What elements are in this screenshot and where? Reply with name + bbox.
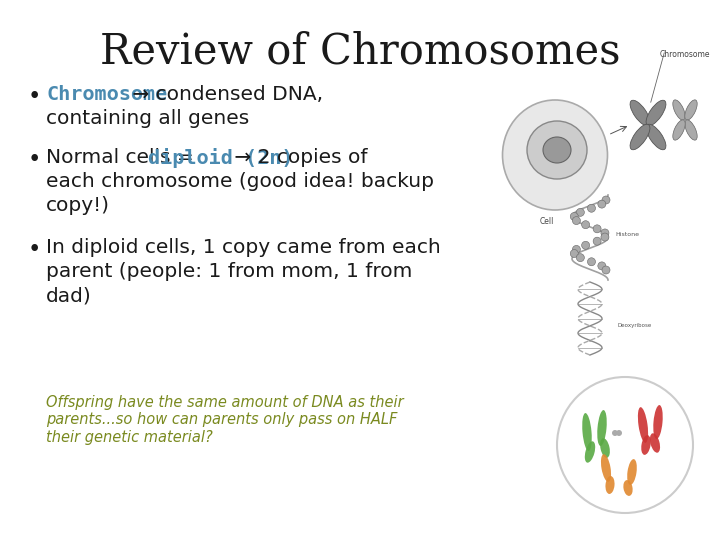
Circle shape xyxy=(601,233,609,241)
Ellipse shape xyxy=(503,100,608,210)
Text: diploid (2n): diploid (2n) xyxy=(148,148,294,168)
Text: Review of Chromosomes: Review of Chromosomes xyxy=(100,30,620,72)
Circle shape xyxy=(602,196,610,204)
Text: Chromosome: Chromosome xyxy=(46,85,167,104)
Text: •: • xyxy=(28,238,41,261)
Text: → condensed DNA,: → condensed DNA, xyxy=(126,85,323,104)
Ellipse shape xyxy=(646,100,666,126)
Circle shape xyxy=(557,377,693,513)
Ellipse shape xyxy=(646,124,666,150)
Ellipse shape xyxy=(624,480,633,496)
Text: Deoxyribose: Deoxyribose xyxy=(618,322,652,327)
Circle shape xyxy=(588,258,595,266)
Circle shape xyxy=(593,237,601,245)
Circle shape xyxy=(593,225,601,233)
Circle shape xyxy=(582,221,590,229)
Circle shape xyxy=(598,200,606,208)
Ellipse shape xyxy=(627,459,636,485)
Circle shape xyxy=(572,217,580,225)
Ellipse shape xyxy=(685,120,697,140)
Circle shape xyxy=(582,241,590,249)
Ellipse shape xyxy=(601,454,611,482)
Circle shape xyxy=(612,430,618,436)
Text: copy!): copy!) xyxy=(46,196,110,215)
Circle shape xyxy=(598,262,606,270)
Text: Offspring have the same amount of DNA as their
parents...so how can parents only: Offspring have the same amount of DNA as… xyxy=(46,395,404,445)
Ellipse shape xyxy=(606,476,615,494)
Text: •: • xyxy=(28,148,41,171)
Ellipse shape xyxy=(630,100,650,126)
Ellipse shape xyxy=(585,441,595,463)
Text: Histone: Histone xyxy=(615,233,639,238)
Circle shape xyxy=(576,208,585,217)
Ellipse shape xyxy=(653,405,662,439)
Ellipse shape xyxy=(630,124,650,150)
Text: → 2 copies of: → 2 copies of xyxy=(228,148,367,167)
Circle shape xyxy=(570,249,578,258)
Circle shape xyxy=(588,204,595,212)
Ellipse shape xyxy=(642,435,651,455)
Circle shape xyxy=(601,229,609,237)
Ellipse shape xyxy=(638,407,648,443)
Text: Cell: Cell xyxy=(540,217,554,226)
Ellipse shape xyxy=(685,100,697,120)
Ellipse shape xyxy=(600,438,610,458)
Text: Chromosome: Chromosome xyxy=(660,50,711,59)
Text: dad): dad) xyxy=(46,286,91,305)
Circle shape xyxy=(602,266,610,274)
Text: In diploid cells, 1 copy came from each: In diploid cells, 1 copy came from each xyxy=(46,238,441,257)
Ellipse shape xyxy=(650,433,660,453)
Text: •: • xyxy=(28,85,41,108)
Ellipse shape xyxy=(527,121,587,179)
Ellipse shape xyxy=(582,413,592,451)
Ellipse shape xyxy=(672,100,685,120)
Circle shape xyxy=(570,212,578,220)
Ellipse shape xyxy=(598,410,607,446)
Ellipse shape xyxy=(543,137,571,163)
Text: containing all genes: containing all genes xyxy=(46,109,249,128)
Circle shape xyxy=(616,430,622,436)
Text: parent (people: 1 from mom, 1 from: parent (people: 1 from mom, 1 from xyxy=(46,262,413,281)
Text: each chromosome (good idea! backup: each chromosome (good idea! backup xyxy=(46,172,434,191)
Text: Normal cells =: Normal cells = xyxy=(46,148,200,167)
Circle shape xyxy=(572,245,580,253)
Ellipse shape xyxy=(672,120,685,140)
Circle shape xyxy=(576,254,585,262)
